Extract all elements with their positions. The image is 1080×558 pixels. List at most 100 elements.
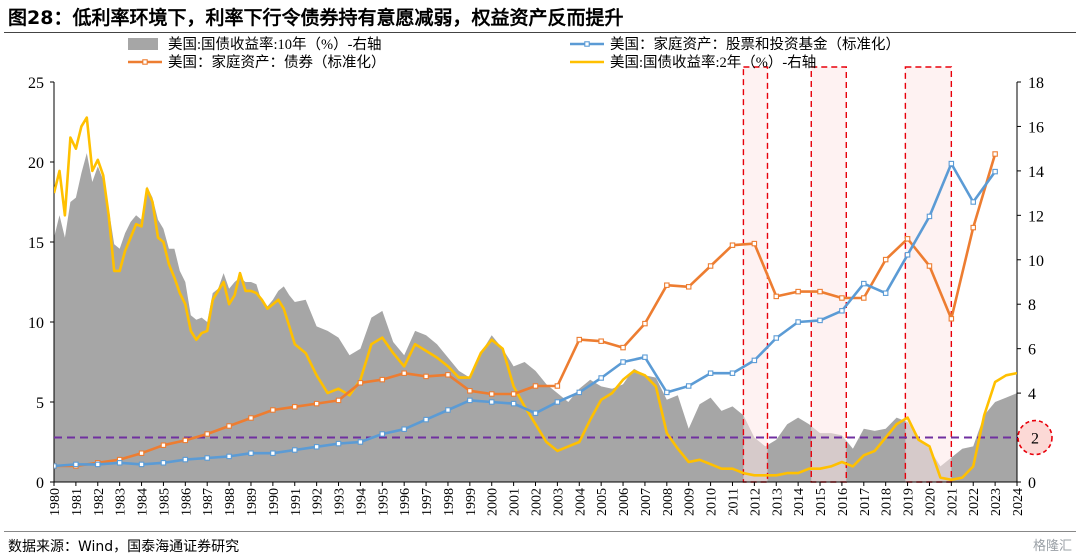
right-tick-label: 0 <box>1028 475 1036 492</box>
reference-line: 2 <box>54 419 1053 456</box>
highlight-range-3 <box>904 66 953 483</box>
point-equity <box>642 354 648 360</box>
point-bonds <box>861 295 867 301</box>
point-bonds <box>904 236 911 242</box>
point-equity <box>729 370 736 376</box>
point-equity <box>861 280 867 287</box>
point-equity <box>54 463 57 469</box>
point-bonds <box>532 383 539 389</box>
point-equity <box>335 440 342 447</box>
legend-marker-bonds <box>142 59 148 65</box>
point-equity <box>467 397 473 404</box>
legend-swatch-yield10y <box>128 38 158 50</box>
point-equity <box>926 213 933 220</box>
x-tick-label: 2010 <box>705 488 720 516</box>
point-equity <box>817 317 823 324</box>
point-bonds <box>204 431 210 437</box>
point-equity <box>226 453 232 460</box>
point-bonds <box>248 415 254 421</box>
legend-label-yield2y: 美国:国债收益率:2年（%）-右轴 <box>610 54 816 71</box>
left-tick-label: 25 <box>28 75 44 92</box>
point-bonds <box>620 344 626 351</box>
point-bonds <box>488 391 495 397</box>
watermark-logo: 格隆汇 <box>1032 539 1072 554</box>
point-equity <box>532 410 539 416</box>
point-bonds <box>510 391 517 397</box>
right-tick-label: 18 <box>1028 75 1044 92</box>
x-tick-label: 2022 <box>967 488 982 516</box>
right-tick-label: 10 <box>1028 253 1044 270</box>
x-tick-label: 2007 <box>639 488 654 516</box>
point-equity <box>707 370 714 376</box>
left-tick-label: 10 <box>28 315 44 332</box>
x-tick-label: 1989 <box>245 488 260 516</box>
x-tick-label: 2009 <box>683 488 698 516</box>
point-equity <box>379 431 386 437</box>
legend: 美国:国债收益率:10年（%）-右轴 美国：家庭资产：股票和投资基金（标准化）美国… <box>128 36 900 71</box>
point-bonds <box>182 437 189 444</box>
x-tick-label: 1994 <box>354 488 369 516</box>
point-bonds <box>664 282 670 288</box>
reference-marker-label: 2 <box>1031 431 1039 448</box>
highlight-range-1 <box>742 66 769 483</box>
x-tick-label: 1997 <box>420 488 435 516</box>
x-tick-label: 2018 <box>880 488 895 516</box>
point-bonds <box>751 240 758 247</box>
point-bonds <box>291 404 298 410</box>
x-tick-label: 2024 <box>1011 488 1026 516</box>
area-series-yield10y <box>54 153 1017 482</box>
right-tick-label: 6 <box>1028 342 1036 359</box>
point-equity <box>904 252 911 258</box>
x-tick-label: 2016 <box>836 488 851 516</box>
point-bonds <box>817 288 823 295</box>
point-equity <box>839 308 845 314</box>
x-tick-label: 1990 <box>267 488 282 516</box>
x-tick-label: 2004 <box>573 488 588 516</box>
point-bonds <box>554 383 561 389</box>
point-equity <box>992 168 998 175</box>
point-bonds <box>138 450 145 456</box>
right-tick-label: 12 <box>1028 208 1044 225</box>
x-tick-label: 2014 <box>792 488 807 516</box>
line-series <box>54 116 1017 482</box>
point-bonds <box>642 320 648 327</box>
x-tick-label: 2011 <box>726 488 741 515</box>
x-tick-label: 2013 <box>770 488 785 516</box>
highlight-range-2 <box>810 66 847 483</box>
point-bonds <box>401 370 407 376</box>
left-tick-label: 0 <box>36 475 44 492</box>
axes: 0 5 10 15 20 25 0 2 4 6 8 10 12 14 16 18 1980 1981 1982 198… <box>28 75 1044 516</box>
x-tick-label: 1987 <box>201 488 216 516</box>
point-bonds <box>379 376 386 383</box>
point-bonds <box>685 284 692 290</box>
x-tick-label: 1981 <box>70 488 85 516</box>
point-equity <box>488 399 495 405</box>
x-tick-label: 2020 <box>923 488 938 516</box>
x-tick-label: 1985 <box>157 488 172 516</box>
left-tick-label: 5 <box>36 395 44 412</box>
point-bonds <box>773 293 779 300</box>
point-bonds <box>707 263 714 269</box>
point-equity <box>510 400 517 407</box>
x-tick-label: 1996 <box>398 488 413 516</box>
point-bonds <box>335 397 342 404</box>
point-equity <box>664 389 670 396</box>
x-tick-label: 1999 <box>464 488 479 516</box>
x-tick-label: 1986 <box>179 488 194 516</box>
point-equity <box>751 357 758 364</box>
right-tick-label: 8 <box>1028 297 1036 314</box>
point-equity <box>357 439 364 445</box>
left-tick-label: 20 <box>28 155 44 172</box>
point-equity <box>795 319 801 325</box>
x-tick-label: 2015 <box>814 488 829 516</box>
point-bonds <box>948 316 955 322</box>
chart-canvas: 0 5 10 15 20 25 0 2 4 6 8 10 12 14 16 18 1980 1981 1982 198… <box>28 36 1053 516</box>
area-yield10y <box>54 153 1017 482</box>
point-equity <box>773 335 779 341</box>
point-bonds <box>445 372 451 378</box>
point-bonds <box>423 373 429 380</box>
point-equity <box>423 416 429 423</box>
x-tick-label: 2023 <box>989 488 1004 516</box>
x-tick-label: 2008 <box>661 488 676 516</box>
x-tick-label: 2002 <box>530 488 545 516</box>
